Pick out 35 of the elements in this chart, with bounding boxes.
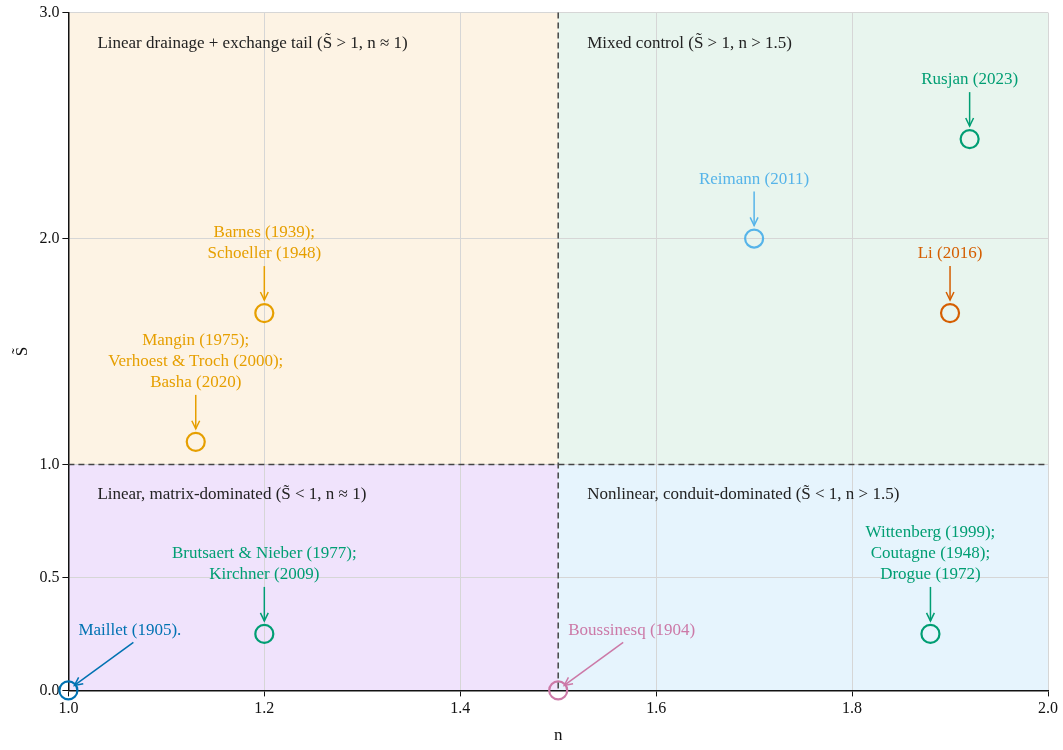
x-tick-label: 1.0 [58, 699, 79, 717]
y-tick-label: 0.5 [39, 567, 60, 585]
band-label: Linear, matrix-dominated (S̃ < 1, n ≈ 1) [97, 484, 367, 504]
point [58, 680, 79, 701]
band-label: Nonlinear, conduit-dominated (S̃ < 1, n > 1.5) [587, 484, 900, 504]
point [939, 302, 961, 324]
y-tick-label: 3.0 [39, 2, 60, 20]
y-tick-label: 0.0 [39, 680, 60, 698]
text: Barnes (1939); Schoeller (1948) [207, 222, 322, 263]
x-tick-label: 1.6 [646, 699, 667, 717]
text: Li (2016) [917, 243, 983, 263]
point [920, 623, 941, 645]
y-tick-label: 2.0 [39, 228, 60, 246]
text: Wittenberg (1999); Coutagne (1948); Drogue (1972) [865, 521, 996, 583]
x-tick-label: 2.0 [1038, 699, 1058, 717]
point [185, 431, 206, 452]
x-tick-label: 1.4 [450, 699, 471, 717]
point [548, 680, 569, 701]
band-label: Linear drainage + exchange tail (S̃ > 1, n ≈ 1) [97, 32, 408, 52]
text: Mangin (1975); Verhoest & Troch (2000); Basha (2020) [108, 329, 284, 391]
text: Brutsaert & Nieber (1977); Kirchner (2009) [172, 542, 357, 583]
point [254, 302, 275, 324]
text: Rusjan (2023) [921, 69, 1019, 89]
point [744, 228, 765, 249]
x-axis-title: n [553, 725, 563, 745]
point [254, 623, 275, 645]
y-tick-label: 1.0 [39, 454, 60, 472]
text: Boussinesq (1904) [568, 620, 696, 640]
x-tick-label: 1.2 [254, 699, 275, 717]
text: Maillet (1905). [78, 620, 182, 640]
point [959, 129, 980, 150]
band-label: Mixed control (S̃ > 1, n > 1.5) [587, 32, 792, 52]
text: Reimann (2011) [698, 168, 810, 188]
y-axis-title: S̃ [11, 346, 31, 357]
x-tick-label: 1.8 [842, 699, 863, 717]
